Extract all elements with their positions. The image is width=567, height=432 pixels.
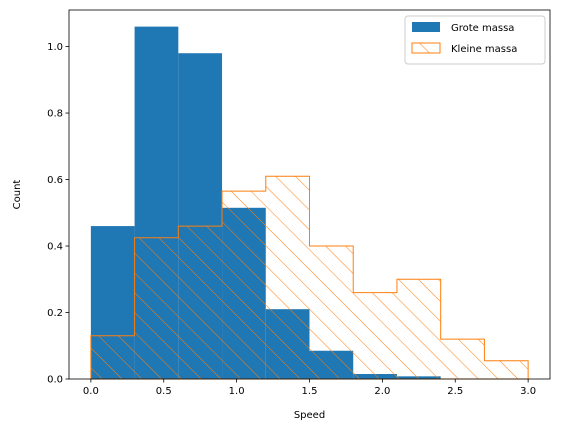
x-tick-label: 2.5 xyxy=(447,386,463,397)
y-tick-label: 0.8 xyxy=(47,109,63,120)
series-group xyxy=(90,26,529,380)
x-tick-label: 0.5 xyxy=(156,386,172,397)
legend-swatch-kleine-massa xyxy=(411,42,441,54)
legend-label-kleine-massa: Kleine massa xyxy=(451,44,517,55)
x-axis-label: Speed xyxy=(294,410,325,421)
x-tick-label: 1.0 xyxy=(229,386,245,397)
y-axis-ticks: 0.0 0.2 0.4 0.6 0.8 1.0 xyxy=(47,42,69,386)
hatched-area-kleine-massa xyxy=(90,176,529,379)
step-outline-kleine-massa xyxy=(90,175,529,380)
x-axis-ticks: 0.0 0.5 1.0 1.5 2.0 2.5 3.0 xyxy=(83,379,536,397)
legend-label-grote-massa: Grote massa xyxy=(451,23,514,34)
x-tick-label: 1.5 xyxy=(302,386,318,397)
y-tick-label: 0.0 xyxy=(47,375,63,386)
y-tick-label: 0.4 xyxy=(47,242,63,253)
x-tick-label: 2.0 xyxy=(374,386,390,397)
legend: Grote massa Kleine massa xyxy=(404,15,546,65)
y-tick-label: 0.2 xyxy=(47,308,63,319)
x-tick-label: 0.0 xyxy=(83,386,99,397)
y-axis-label: Count xyxy=(12,180,23,210)
legend-swatch-grote-massa xyxy=(412,22,440,32)
y-tick-label: 1.0 xyxy=(47,42,63,53)
x-tick-label: 3.0 xyxy=(520,386,536,397)
y-tick-label: 0.6 xyxy=(47,175,63,186)
